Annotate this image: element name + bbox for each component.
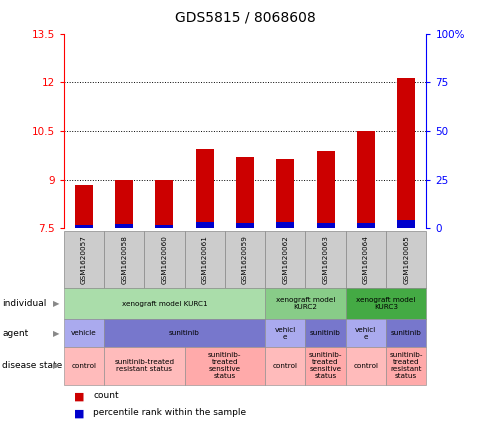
Text: agent: agent (2, 329, 29, 338)
Text: ▶: ▶ (53, 299, 60, 308)
Bar (236, 222, 254, 228)
Text: count: count (93, 391, 119, 400)
Bar (196, 222, 214, 228)
Text: GSM1620062: GSM1620062 (282, 235, 288, 283)
Text: GSM1620060: GSM1620060 (161, 235, 168, 283)
Bar (196, 149, 214, 228)
Bar (75, 225, 93, 228)
Text: ▶: ▶ (53, 361, 60, 371)
Bar (276, 159, 294, 228)
Text: GDS5815 / 8068608: GDS5815 / 8068608 (174, 11, 316, 25)
Bar (236, 157, 254, 228)
Text: xenograft model
KURC3: xenograft model KURC3 (356, 297, 416, 310)
Text: disease state: disease state (2, 361, 63, 371)
Text: control: control (72, 363, 97, 369)
Text: sunitinib: sunitinib (169, 330, 200, 336)
Text: GSM1620058: GSM1620058 (121, 235, 127, 283)
Text: ■: ■ (74, 408, 84, 418)
Bar (357, 131, 375, 228)
Bar (155, 225, 173, 228)
Text: sunitinib-treated
resistant status: sunitinib-treated resistant status (114, 360, 174, 372)
Text: GSM1620057: GSM1620057 (81, 235, 87, 283)
Text: vehicl
e: vehicl e (355, 327, 376, 340)
Text: GSM1620059: GSM1620059 (242, 235, 248, 283)
Text: sunitinib: sunitinib (391, 330, 421, 336)
Text: GSM1620061: GSM1620061 (202, 235, 208, 283)
Bar (276, 222, 294, 228)
Text: vehicle: vehicle (71, 330, 97, 336)
Text: control: control (273, 363, 298, 369)
Bar (75, 184, 93, 228)
Text: ■: ■ (74, 391, 84, 401)
Text: individual: individual (2, 299, 47, 308)
Bar (155, 180, 173, 228)
Bar (115, 223, 133, 228)
Text: sunitinib: sunitinib (310, 330, 341, 336)
Bar (317, 222, 335, 228)
Bar (357, 222, 375, 228)
Bar (317, 151, 335, 228)
Text: sunitinib-
treated
sensitive
status: sunitinib- treated sensitive status (309, 352, 343, 379)
Text: ▶: ▶ (53, 329, 60, 338)
Text: GSM1620064: GSM1620064 (363, 235, 369, 283)
Bar (115, 180, 133, 228)
Text: xenograft model KURC1: xenograft model KURC1 (122, 300, 207, 307)
Text: GSM1620063: GSM1620063 (322, 235, 329, 283)
Text: sunitinib-
treated
resistant
status: sunitinib- treated resistant status (390, 352, 423, 379)
Text: xenograft model
KURC2: xenograft model KURC2 (276, 297, 335, 310)
Bar (397, 220, 415, 228)
Text: sunitinib-
treated
sensitive
status: sunitinib- treated sensitive status (208, 352, 242, 379)
Bar (397, 77, 415, 228)
Text: vehicl
e: vehicl e (275, 327, 296, 340)
Text: percentile rank within the sample: percentile rank within the sample (93, 408, 246, 417)
Text: control: control (353, 363, 378, 369)
Text: GSM1620065: GSM1620065 (403, 235, 409, 283)
